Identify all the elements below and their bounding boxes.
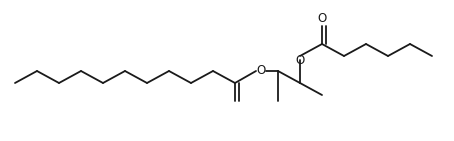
Text: O: O bbox=[317, 13, 326, 26]
Text: O: O bbox=[296, 53, 305, 67]
Text: O: O bbox=[257, 64, 266, 78]
